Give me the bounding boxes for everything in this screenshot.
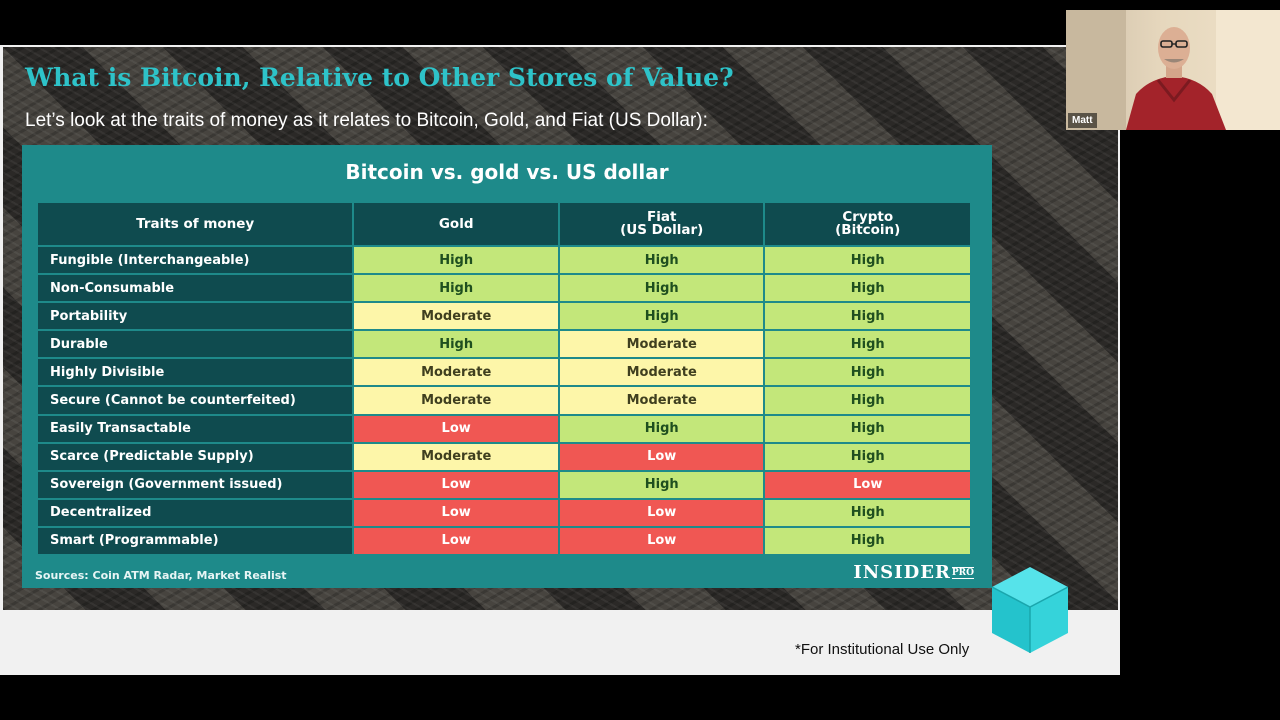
table-row: Fungible (Interchangeable) High High High [35, 244, 972, 276]
column-header: Crypto (Bitcoin) [763, 201, 972, 247]
trait-cell: Fungible (Interchangeable) [35, 244, 355, 276]
trait-cell: Easily Transactable [35, 413, 355, 444]
cube-icon [991, 567, 1069, 653]
brand-name: INSIDER [853, 562, 951, 583]
crypto-rating-cell: High [763, 244, 972, 276]
fiat-rating-cell: Moderate [557, 329, 766, 360]
trait-cell: Sovereign (Government issued) [35, 469, 355, 500]
column-header: Traits of money [35, 201, 355, 247]
fiat-rating-cell: Moderate [557, 385, 766, 416]
fiat-rating-cell: High [557, 273, 766, 304]
comparison-infographic: Bitcoin vs. gold vs. US dollar Traits of… [22, 145, 992, 588]
table-row: Secure (Cannot be counterfeited) Moderate… [35, 385, 972, 416]
gold-rating-cell: Moderate [352, 385, 560, 416]
table-row: Portability Moderate High High [35, 301, 972, 332]
fiat-rating-cell: High [557, 413, 766, 444]
slide-background: What is Bitcoin, Relative to Other Store… [3, 47, 1118, 610]
crypto-rating-cell: High [763, 357, 972, 388]
crypto-rating-cell: High [763, 273, 972, 304]
infographic-title: Bitcoin vs. gold vs. US dollar [345, 160, 669, 184]
crypto-rating-cell: High [763, 441, 972, 472]
crypto-rating-cell: High [763, 385, 972, 416]
trait-cell: Durable [35, 329, 355, 360]
presentation-slide: What is Bitcoin, Relative to Other Store… [0, 45, 1120, 675]
table-row: Scarce (Predictable Supply) Moderate Low Hi… [35, 441, 972, 472]
trait-cell: Highly Divisible [35, 357, 355, 388]
fiat-rating-cell: Low [557, 497, 766, 528]
fiat-rating-cell: High [557, 301, 766, 332]
trait-cell: Non-Consumable [35, 273, 355, 304]
fiat-rating-cell: Moderate [557, 357, 766, 388]
gold-rating-cell: High [352, 244, 560, 276]
fiat-rating-cell: Low [557, 441, 766, 472]
crypto-rating-cell: High [763, 525, 972, 557]
gold-rating-cell: Moderate [352, 301, 560, 332]
participant-video [1066, 10, 1280, 130]
trait-cell: Portability [35, 301, 355, 332]
table-row: Durable High Moderate High [35, 329, 972, 360]
crypto-rating-cell: High [763, 301, 972, 332]
trait-cell: Scarce (Predictable Supply) [35, 441, 355, 472]
traits-table: Traits of money Gold Fiat (US Dollar) Crypt… [35, 201, 972, 557]
table-row: Easily Transactable Low High High [35, 413, 972, 444]
trait-cell: Smart (Programmable) [35, 525, 355, 557]
table-header-row: Traits of money Gold Fiat (US Dollar) Crypt… [35, 201, 972, 247]
table-row: Highly Divisible Moderate Moderate High [35, 357, 972, 388]
gold-rating-cell: Low [352, 497, 560, 528]
gold-rating-cell: Low [352, 413, 560, 444]
fiat-rating-cell: High [557, 244, 766, 276]
table-row: Smart (Programmable) Low Low High [35, 525, 972, 557]
participant-name-label: Matt [1068, 113, 1097, 128]
slide-title: What is Bitcoin, Relative to Other Store… [25, 63, 734, 92]
gold-rating-cell: Low [352, 469, 560, 500]
trait-cell: Secure (Cannot be counterfeited) [35, 385, 355, 416]
crypto-rating-cell: High [763, 329, 972, 360]
fiat-rating-cell: High [557, 469, 766, 500]
column-header: Fiat (US Dollar) [557, 201, 766, 247]
slide-subtitle: Let’s look at the traits of money as it … [25, 110, 708, 131]
webcam-tile[interactable]: Matt [1066, 10, 1280, 130]
column-header: Gold [352, 201, 560, 247]
footnote: *For Institutional Use Only [795, 641, 970, 658]
gold-rating-cell: High [352, 329, 560, 360]
trait-cell: Decentralized [35, 497, 355, 528]
table-row: Decentralized Low Low High [35, 497, 972, 528]
gold-rating-cell: High [352, 273, 560, 304]
gold-rating-cell: Moderate [352, 357, 560, 388]
table-row: Non-Consumable High High High [35, 273, 972, 304]
insider-pro-logo: INSIDERPRO [853, 562, 974, 583]
crypto-rating-cell: Low [763, 469, 972, 500]
crypto-rating-cell: High [763, 413, 972, 444]
gold-rating-cell: Low [352, 525, 560, 557]
fiat-rating-cell: Low [557, 525, 766, 557]
crypto-rating-cell: High [763, 497, 972, 528]
brand-suffix: PRO [951, 567, 974, 579]
sources-note: Sources: Coin ATM Radar, Market Realist [35, 569, 287, 582]
table-row: Sovereign (Government issued) Low High Low [35, 469, 972, 500]
gold-rating-cell: Moderate [352, 441, 560, 472]
